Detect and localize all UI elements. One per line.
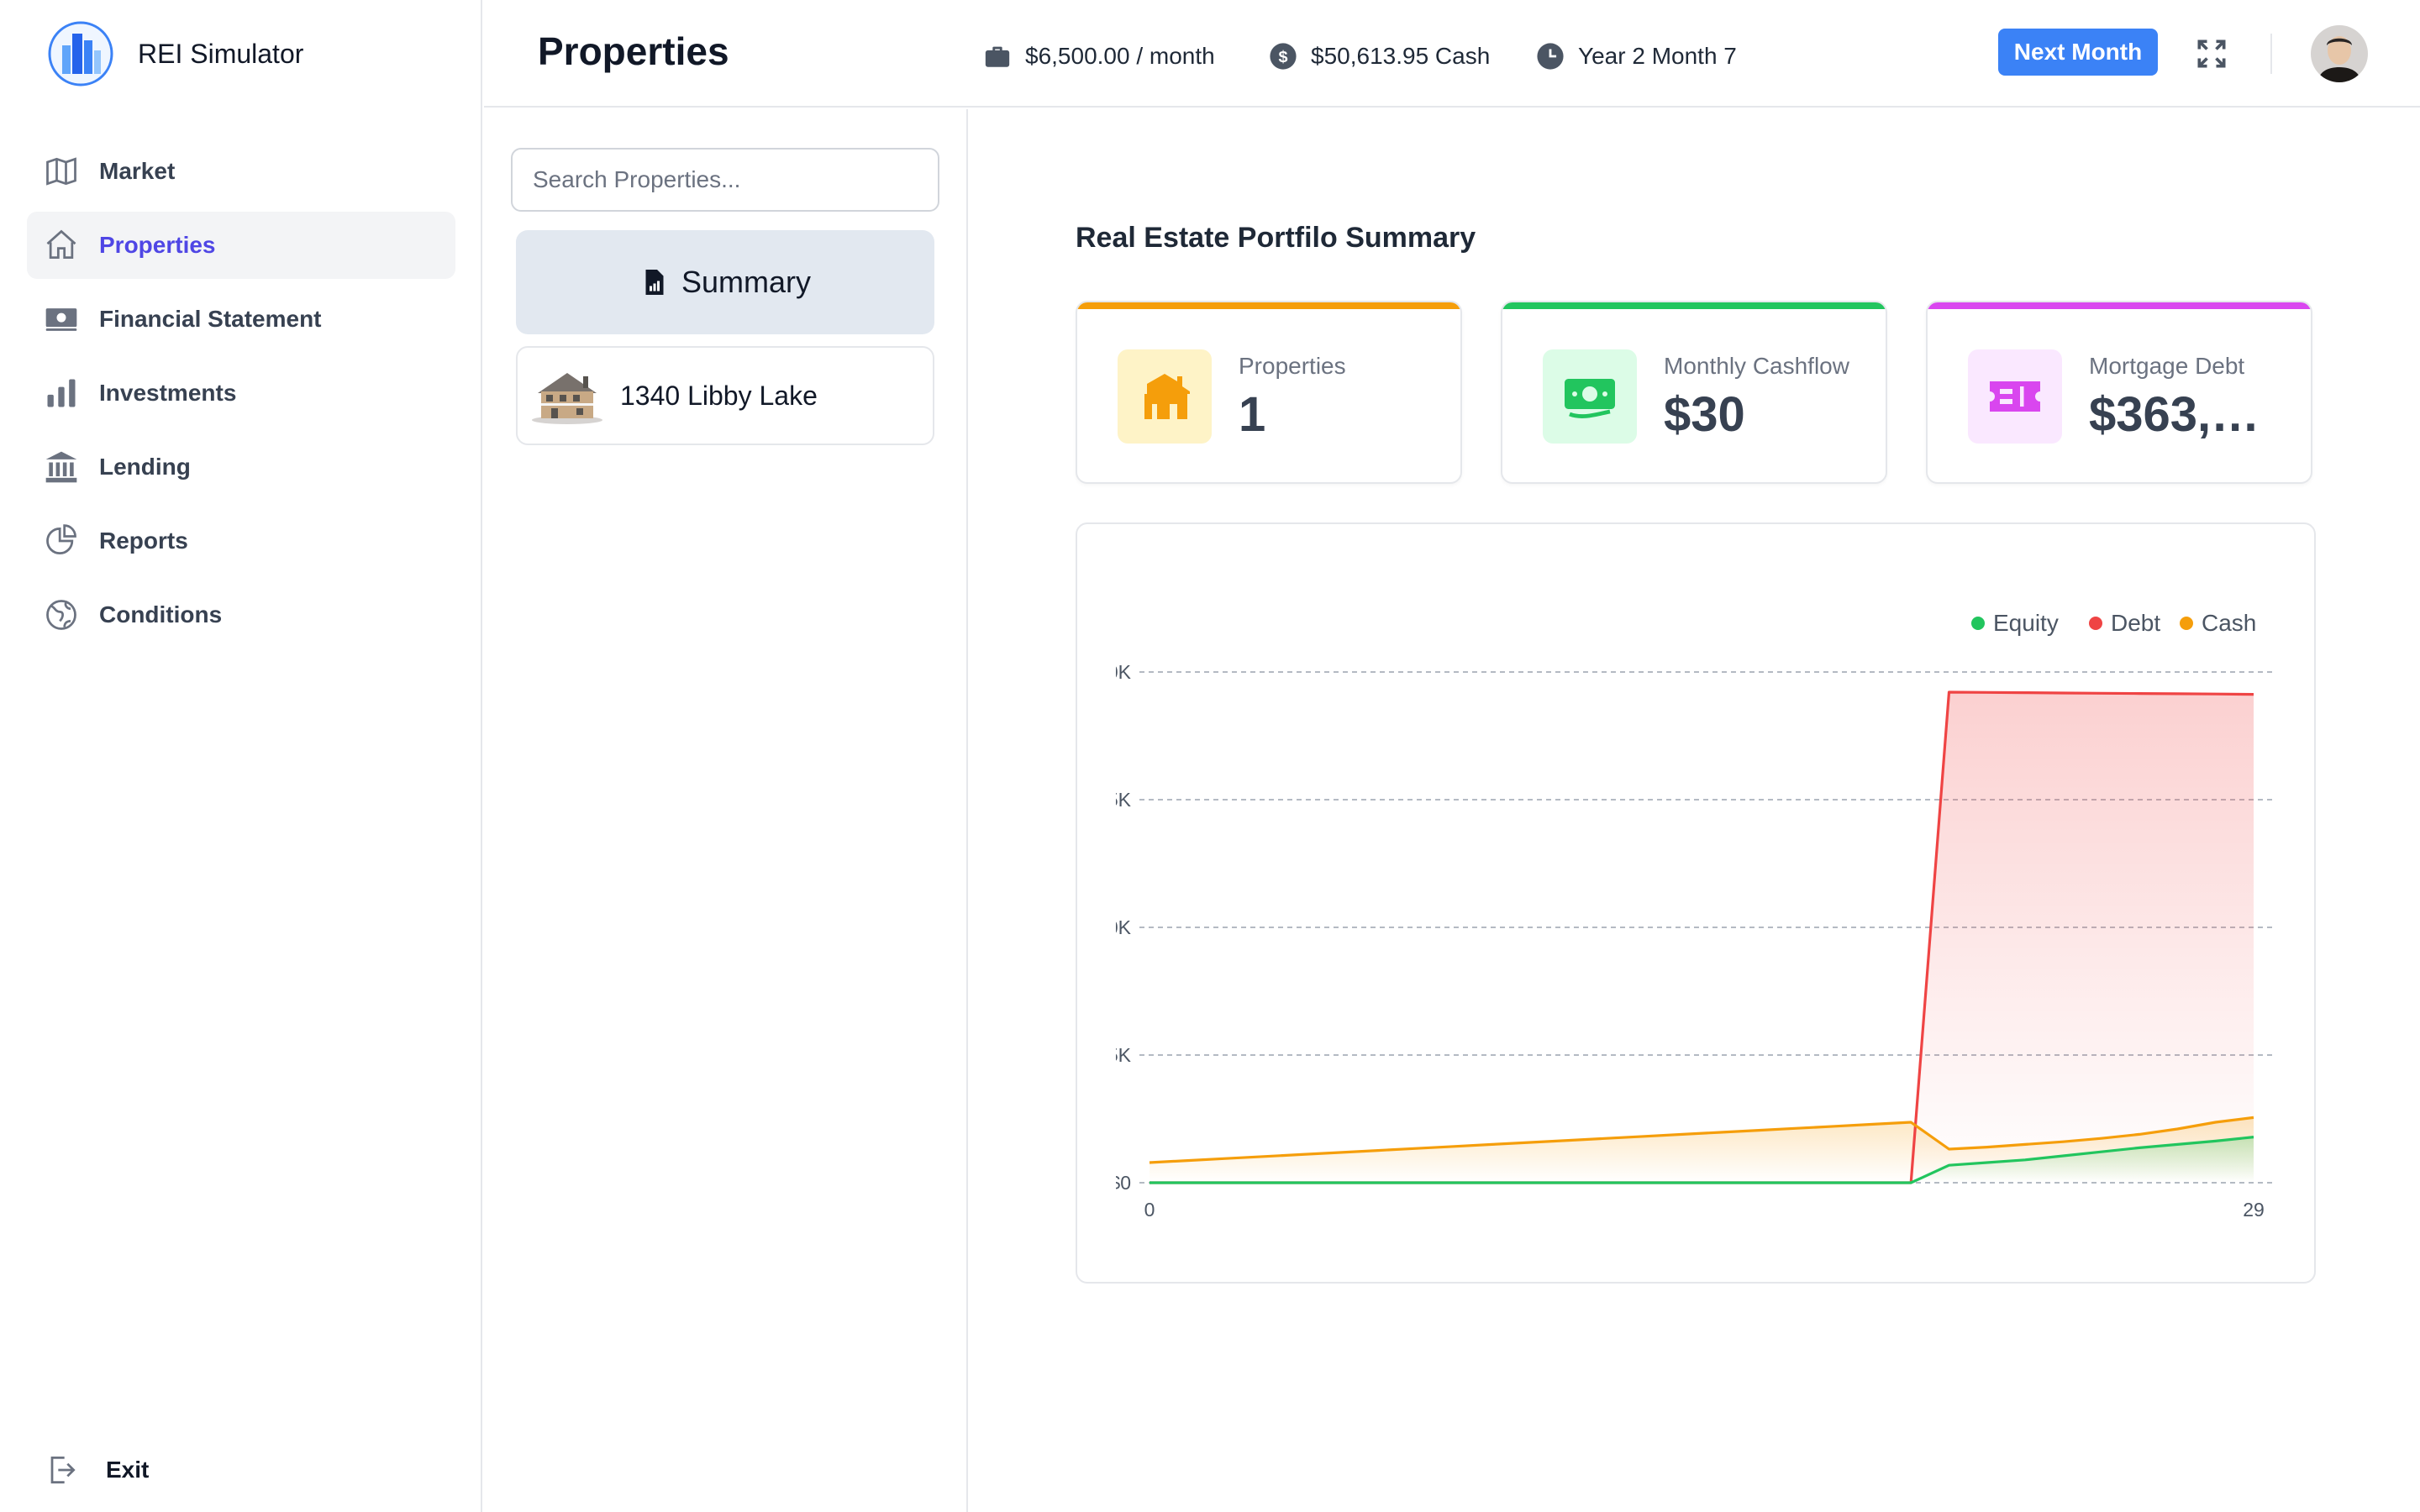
briefcase-icon — [985, 46, 1010, 67]
legend-label: Cash — [2202, 610, 2256, 636]
exit-button[interactable]: Exit — [42, 1436, 149, 1504]
top-header: Properties $6,500.00 / month $ $50,613.9… — [484, 0, 2420, 108]
brand[interactable]: REI Simulator — [47, 20, 303, 87]
page-title: Properties — [538, 29, 729, 73]
globe-icon — [42, 596, 81, 634]
y-tick-label: $0 — [1109, 1172, 1131, 1194]
house-icon — [1118, 349, 1212, 444]
kpi-accent-bar — [1928, 302, 2311, 309]
sidebar-item-label: Reports — [99, 528, 188, 554]
clock-icon — [1537, 43, 1564, 70]
series-area-equity — [1150, 1137, 2254, 1183]
kpi-card-mortgage-debt: Mortgage Debt $363,… — [1926, 301, 2312, 484]
y-tick-label: $190K — [1077, 916, 1132, 938]
summary-label: Summary — [681, 265, 812, 299]
sidebar-item-label: Properties — [99, 232, 216, 258]
property-list-panel: Summary 1340 Libby Lake — [484, 109, 968, 1512]
ticket-icon — [1968, 349, 2062, 444]
legend-marker — [2089, 617, 2102, 630]
kpi-value: $363,… — [2089, 387, 2260, 442]
money-icon — [1543, 349, 1637, 444]
property-name: 1340 Libby Lake — [620, 380, 818, 411]
sidebar-item-label: Financial Statement — [99, 306, 322, 332]
sidebar-nav: Market Properties Financial Statement In… — [27, 138, 455, 655]
kpi-card-properties: Properties 1 — [1076, 301, 1462, 484]
kpi-accent-bar — [1502, 302, 1886, 309]
legend-label: Equity — [1993, 610, 2059, 636]
sidebar-item-label: Investments — [99, 380, 237, 406]
income-value: $6,500.00 / month — [1025, 43, 1215, 69]
app-name: REI Simulator — [138, 38, 304, 69]
x-tick-label: 0 — [1144, 1199, 1155, 1221]
date-value: Year 2 Month 7 — [1578, 43, 1737, 69]
svg-text:$: $ — [1278, 48, 1287, 66]
sidebar-item-reports[interactable]: Reports — [27, 507, 455, 575]
portfolio-area-chart: $0 $95K $190K $285K $380K 0 29 Equity Debt Cash — [1077, 610, 2274, 1221]
avatar[interactable] — [2311, 25, 2368, 82]
exit-label: Exit — [106, 1457, 150, 1483]
sidebar-item-market[interactable]: Market — [27, 138, 455, 205]
sidebar-item-financial-statement[interactable]: Financial Statement — [27, 286, 455, 353]
summary-button[interactable]: Summary — [516, 230, 934, 334]
sidebar-item-properties[interactable]: Properties — [27, 212, 455, 279]
city-logo-icon — [48, 21, 113, 87]
sidebar: REI Simulator Market Properties Financia… — [0, 0, 482, 1512]
cash-value: $50,613.95 Cash — [1311, 43, 1491, 69]
legend-marker — [2180, 617, 2193, 630]
x-tick-label: 29 — [2243, 1199, 2265, 1221]
report-file-icon — [645, 270, 664, 295]
y-tick-label: $95K — [1086, 1044, 1131, 1066]
sidebar-item-label: Conditions — [99, 601, 223, 627]
income-stat: $6,500.00 / month — [983, 42, 1215, 71]
bank-icon — [42, 448, 81, 486]
sidebar-item-label: Lending — [99, 454, 191, 480]
y-tick-label: $285K — [1077, 789, 1132, 811]
property-list-item[interactable]: 1340 Libby Lake — [516, 346, 934, 445]
logout-icon — [42, 1451, 81, 1489]
y-tick-label: $380K — [1077, 661, 1132, 683]
kpi-label: Properties — [1239, 353, 1346, 379]
pie-chart-icon — [42, 522, 81, 560]
map-icon — [42, 152, 81, 191]
kpi-label: Monthly Cashflow — [1664, 353, 1849, 379]
header-divider — [2270, 34, 2272, 74]
portfolio-chart: $0 $95K $190K $285K $380K 0 29 Equity Debt Cash — [1076, 522, 2316, 1284]
legend-label: Debt — [2111, 610, 2160, 636]
kpi-accent-bar — [1077, 302, 1460, 309]
series-line-equity — [1150, 1136, 2254, 1184]
kpi-card-cashflow: Monthly Cashflow $30 — [1501, 301, 1887, 484]
search-input[interactable] — [511, 148, 939, 212]
summary-main: Real Estate Portfilo Summary Properties … — [970, 109, 2420, 1512]
next-month-button[interactable]: Next Month — [1998, 29, 2158, 76]
kpi-value: 1 — [1239, 387, 1266, 442]
house-thumbnail — [532, 373, 602, 424]
dollar-circle-icon: $ — [1270, 43, 1297, 70]
sidebar-item-lending[interactable]: Lending — [27, 433, 455, 501]
sidebar-item-label: Market — [99, 158, 176, 184]
legend-marker — [1971, 617, 1985, 630]
cash-stat: $ $50,613.95 Cash — [1269, 42, 1490, 71]
series-line-cash — [1149, 1116, 2254, 1164]
fullscreen-icon[interactable] — [2193, 35, 2230, 72]
series-area-debt — [1150, 692, 2254, 1183]
sidebar-item-investments[interactable]: Investments — [27, 360, 455, 427]
money-bill-icon — [42, 300, 81, 339]
kpi-label: Mortgage Debt — [2089, 353, 2245, 379]
bar-chart-icon — [42, 374, 81, 412]
home-icon — [42, 226, 81, 265]
sidebar-item-conditions[interactable]: Conditions — [27, 581, 455, 648]
date-stat: Year 2 Month 7 — [1536, 42, 1737, 71]
kpi-value: $30 — [1664, 387, 1745, 442]
section-title: Real Estate Portfilo Summary — [1076, 222, 1476, 254]
